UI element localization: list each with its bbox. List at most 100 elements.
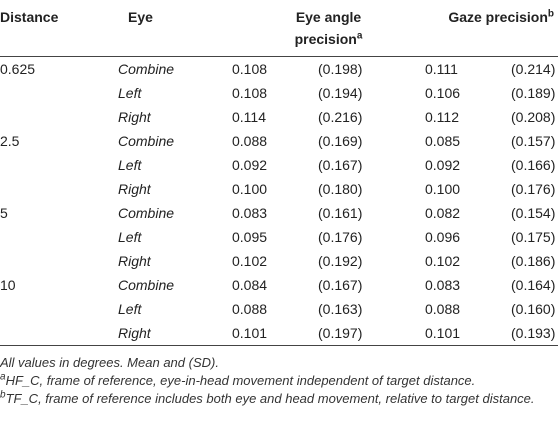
table-notes: All values in degrees. Mean and (SD). aH… [0, 346, 558, 408]
table-cell: (0.180) [318, 181, 363, 197]
table-body: 0.625 Combine 0.108 (0.198) 0.111 (0.214) Left… [0, 57, 558, 346]
table-cell: 0.114 [232, 109, 266, 125]
table-row: 5 Combine 0.083 (0.161) 0.082 (0.154) [0, 201, 558, 225]
table-cell: 0.106 [425, 85, 461, 101]
table-cell: (0.176) [511, 181, 556, 197]
table-cell: (0.157) [511, 133, 556, 149]
table-cell: Combine [118, 61, 175, 77]
table-cell [0, 105, 118, 129]
footnote-marker: b [547, 8, 555, 20]
table-cell: (0.194) [318, 85, 363, 101]
table-cell [0, 81, 118, 105]
table-cell: (0.216) [318, 109, 363, 125]
table-row: Left 0.092 (0.167) 0.092 (0.166) [0, 153, 558, 177]
header-row: Distance Eye Eye angle precisiona Gaze p… [0, 0, 558, 57]
table-row: 2.5 Combine 0.088 (0.169) 0.085 (0.157) [0, 129, 558, 153]
table-cell [0, 321, 118, 346]
table-cell: 0.095 [232, 229, 268, 245]
table-cell: (0.166) [511, 157, 556, 173]
table-cell: (0.161) [318, 205, 363, 221]
table-cell: 0.100 [232, 181, 268, 197]
table-cell: Combine [118, 205, 175, 221]
table-cell: Left [118, 85, 142, 101]
footnote: bTF_C, frame of reference includes both … [0, 390, 558, 408]
header-cell: Distance [0, 0, 118, 57]
table-cell: 0.102 [425, 253, 461, 269]
table-cell: 10 [0, 277, 16, 293]
table-cell: 0.625 [0, 61, 36, 77]
table-cell: (0.169) [318, 133, 363, 149]
table-cell: 0.084 [232, 277, 268, 293]
table-cell: (0.154) [511, 205, 556, 221]
table-cell: 0.085 [425, 133, 461, 149]
table-cell: Left [118, 157, 142, 173]
table-cell: 0.112 [425, 109, 459, 125]
table-row: 10 Combine 0.084 (0.167) 0.083 (0.164) [0, 273, 558, 297]
table-cell [0, 249, 118, 273]
table-cell [0, 225, 118, 249]
table-cell: (0.214) [511, 61, 556, 77]
header-cell: Gaze precisionb [425, 0, 558, 57]
table-row: Right 0.102 (0.192) 0.102 (0.186) [0, 249, 558, 273]
table-cell: 0.108 [232, 85, 268, 101]
table-cell: Right [118, 321, 232, 346]
table-cell: Right [118, 109, 151, 125]
table-cell: 0.088 [232, 133, 268, 149]
table-cell: (0.198) [318, 61, 363, 77]
table-cell: 0.111 [425, 61, 458, 77]
table-cell: (0.175) [511, 229, 556, 245]
footnote-term: HF_C [5, 373, 40, 388]
table-cell: 0.088 [232, 301, 268, 317]
table-cell: 0.102 [232, 253, 268, 269]
table-cell: 2.5 [0, 133, 20, 149]
table-cell: Combine [118, 277, 175, 293]
header-cell: Eye angle precisiona [232, 0, 425, 57]
footnote-text: , frame of reference includes both eye a… [38, 391, 535, 406]
table-cell: (0.167) [318, 277, 363, 293]
table-cell: 0.096 [425, 229, 461, 245]
table-row: 0.625 Combine 0.108 (0.198) 0.111 (0.214) [0, 57, 558, 82]
table-cell: 0.101 [425, 321, 511, 346]
general-note: All values in degrees. Mean and (SD). [0, 355, 219, 370]
table-cell: (0.186) [511, 253, 556, 269]
table-cell: 0.088 [425, 301, 461, 317]
table-cell: (0.192) [318, 253, 363, 269]
table-cell: 0.100 [425, 181, 461, 197]
footnote-text: , frame of reference, eye-in-head moveme… [39, 373, 476, 388]
data-table: Distance Eye Eye angle precisiona Gaze p… [0, 0, 558, 346]
footnote-marker: a [0, 371, 6, 383]
table-cell: 0.101 [232, 321, 318, 346]
table-cell [0, 177, 118, 201]
table-row: Left 0.088 (0.163) 0.088 (0.160) [0, 297, 558, 321]
table-cell: (0.197) [318, 321, 425, 346]
table-cell [0, 297, 118, 321]
table-row: Right 0.114 (0.216) 0.112 (0.208) [0, 105, 558, 129]
header-text: Eye angle precision [294, 9, 362, 47]
table-cell: (0.208) [511, 109, 556, 125]
table-cell: 0.092 [425, 157, 461, 173]
footnote-marker: a [356, 30, 363, 42]
footnote: aHF_C, frame of reference, eye-in-head m… [0, 372, 558, 390]
table-cell: 0.083 [425, 277, 461, 293]
table-cell: Left [118, 229, 142, 245]
table-cell: 0.092 [232, 157, 268, 173]
table-cell: (0.164) [511, 277, 556, 293]
footnote-marker: b [0, 389, 6, 401]
table-cell: Right [118, 181, 151, 197]
table-row: Right 0.101 (0.197) 0.101 (0.193) [0, 321, 558, 346]
table-cell: (0.193) [511, 321, 558, 346]
table-cell: 0.083 [232, 205, 268, 221]
table-cell [0, 153, 118, 177]
table-cell: Combine [118, 133, 175, 149]
table-cell: 0.082 [425, 205, 461, 221]
table-cell: Left [118, 301, 142, 317]
table-row: Right 0.100 (0.180) 0.100 (0.176) [0, 177, 558, 201]
table-cell: (0.160) [511, 301, 556, 317]
table-cell: (0.176) [318, 229, 363, 245]
header-cell: Eye [118, 0, 232, 57]
table-cell: Right [118, 253, 151, 269]
table-cell: (0.189) [511, 85, 556, 101]
table-cell: 0.108 [232, 61, 268, 77]
table-cell: 5 [0, 205, 8, 221]
